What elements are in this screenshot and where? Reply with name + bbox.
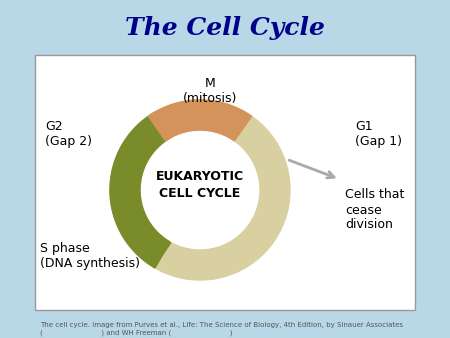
Text: S phase
(DNA synthesis): S phase (DNA synthesis) <box>40 242 140 270</box>
Text: M
(mitosis): M (mitosis) <box>183 77 237 105</box>
Text: G1
(Gap 1): G1 (Gap 1) <box>355 120 402 148</box>
Polygon shape <box>110 100 290 280</box>
Text: Cells that
cease
division: Cells that cease division <box>345 189 405 232</box>
Bar <box>35 55 415 310</box>
Polygon shape <box>148 100 252 141</box>
Text: The cell cycle. Image from Purves et al., Life: The Science of Biology, 4th Edit: The cell cycle. Image from Purves et al.… <box>40 322 403 336</box>
Polygon shape <box>191 249 214 279</box>
Polygon shape <box>110 112 170 268</box>
Text: The Cell Cycle: The Cell Cycle <box>125 16 325 40</box>
Polygon shape <box>144 242 171 267</box>
Polygon shape <box>194 100 216 130</box>
Text: G2
(Gap 2): G2 (Gap 2) <box>45 120 92 148</box>
Text: EUKARYOTIC
CELL CYCLE: EUKARYOTIC CELL CYCLE <box>156 170 244 200</box>
